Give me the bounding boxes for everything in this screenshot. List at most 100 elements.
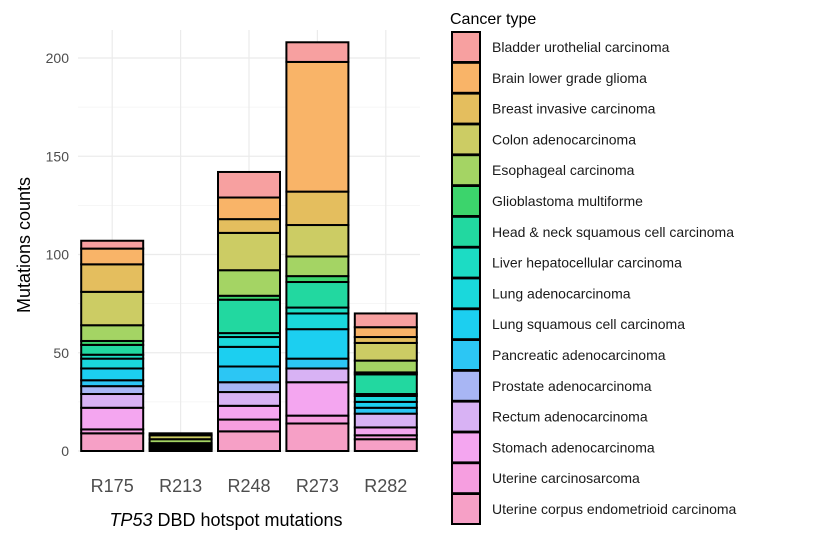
bar-segment: [80, 357, 145, 370]
bar-segment: [285, 367, 350, 384]
legend-label: Pancreatic adenocarcinoma: [492, 347, 666, 363]
x-axis-title: TP53 DBD hotspot mutations: [109, 510, 342, 530]
y-axis-title: Mutations counts: [14, 177, 34, 313]
legend-label: Bladder urothelial carcinoma: [492, 39, 670, 55]
bar-segment: [285, 41, 350, 63]
x-tick-label: R213: [159, 476, 202, 496]
bar-segment: [80, 290, 145, 327]
bar-segment: [217, 365, 281, 384]
bar-segment: [217, 430, 281, 453]
bar-segment: [353, 373, 418, 396]
legend-key: [451, 246, 481, 279]
x-tick-label: R248: [227, 476, 270, 496]
x-tick-label: R282: [364, 476, 407, 496]
legend-label: Rectum adenocarcinoma: [492, 409, 648, 425]
bar-segment: [285, 190, 350, 227]
legend-label: Brain lower grade glioma: [492, 70, 647, 86]
y-tick-labels: 0 50 100 150 200: [46, 50, 70, 459]
legend-label: Uterine corpus endometrioid carcinoma: [492, 501, 737, 517]
bar-segment: [353, 412, 418, 429]
legend-key: [451, 493, 481, 525]
y-tick-label: 200: [46, 50, 70, 66]
legend-key: [451, 123, 481, 156]
bar-segment: [217, 218, 281, 234]
bar-segment: [285, 255, 350, 278]
bar-segment: [80, 367, 145, 382]
x-tick-label: R175: [91, 476, 134, 496]
x-axis-title-rest: DBD hotspot mutations: [152, 510, 342, 530]
legend: Bladder urothelial carcinoma Brain lower …: [451, 31, 737, 525]
bar-segment: [285, 60, 350, 193]
bar-segment: [285, 422, 350, 452]
legend-key: [451, 462, 481, 495]
x-tick-labels: R175 R213 R248 R273 R282: [91, 476, 408, 496]
y-tick-label: 150: [46, 148, 70, 164]
bar-segment: [353, 312, 418, 329]
y-tick-label: 50: [53, 345, 69, 361]
bar-segment: [217, 298, 281, 335]
legend-key: [451, 308, 481, 341]
bar-segment: [217, 196, 281, 221]
legend-label: Stomach adenocarcinoma: [492, 439, 655, 455]
bar-segments: [80, 41, 418, 453]
legend-label: Colon adenocarcinoma: [492, 131, 636, 147]
legend-title: Cancer type: [450, 11, 536, 28]
bar-segment: [285, 312, 350, 331]
bar-segment: [353, 359, 418, 374]
bar-segment: [80, 393, 145, 409]
bar-segment: [217, 381, 281, 394]
legend-key: [451, 277, 481, 310]
bar-segment: [353, 426, 418, 437]
bar-segment: [217, 231, 281, 272]
bar-segment: [148, 432, 213, 437]
bar-segment: [80, 385, 145, 396]
x-tick-label: R273: [296, 476, 339, 496]
bar-segment: [285, 357, 350, 370]
bar-segment: [217, 404, 281, 421]
bar-segment: [80, 324, 145, 342]
bar-segment: [217, 170, 281, 199]
y-tick-label: 0: [61, 443, 69, 459]
bar-segment: [353, 438, 418, 452]
bar-segment: [285, 381, 350, 417]
legend-label: Uterine carcinosarcoma: [492, 470, 640, 486]
bar-segment: [353, 341, 418, 362]
legend-key: [451, 92, 481, 125]
legend-key: [451, 431, 481, 464]
legend-key: [451, 61, 481, 94]
legend-label: Breast invasive carcinoma: [492, 101, 656, 117]
bar-segment: [80, 432, 145, 453]
x-axis-title-gene: TP53: [109, 510, 152, 530]
bar-segment: [80, 343, 145, 356]
bar-segment: [80, 239, 145, 250]
bar-segment: [285, 224, 350, 258]
bar-segment: [217, 391, 281, 407]
y-tick-label: 100: [46, 247, 70, 263]
legend-label: Head & neck squamous cell carcinoma: [492, 224, 734, 240]
bar-segment: [80, 263, 145, 293]
legend-label: Lung squamous cell carcinoma: [492, 316, 685, 332]
legend-key: [451, 215, 481, 248]
legend-key: [451, 339, 481, 371]
bar-segment: [217, 418, 281, 433]
bar-segment: [217, 269, 281, 297]
legend-label: Esophageal carcinoma: [492, 162, 635, 178]
legend-key: [451, 400, 481, 433]
bar-segment: [285, 328, 350, 360]
bar-segment: [80, 406, 145, 431]
bar-segment: [217, 336, 281, 348]
legend-label: Lung adenocarcinoma: [492, 285, 631, 301]
legend-label: Liver hepatocellular carcinoma: [492, 255, 682, 271]
bar-segment: [217, 345, 281, 368]
legend-key: [451, 369, 481, 402]
bar-segment: [353, 326, 418, 339]
legend-label: Glioblastoma multiforme: [492, 193, 643, 209]
legend-label: Prostate adenocarcinoma: [492, 378, 652, 394]
bar-segment: [285, 281, 350, 309]
bar-segment: [285, 414, 350, 425]
legend-key: [451, 154, 481, 187]
bar-segment: [80, 247, 145, 266]
legend-key: [451, 185, 481, 217]
legend-key: [451, 31, 481, 63]
